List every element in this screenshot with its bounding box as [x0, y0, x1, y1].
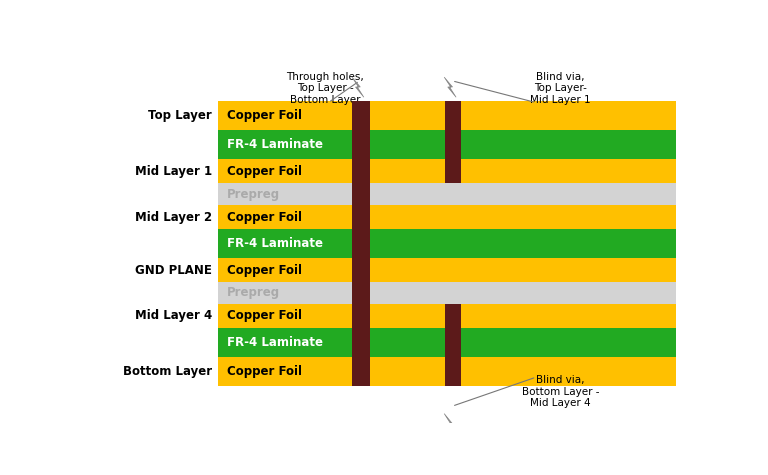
PathPatch shape — [444, 414, 456, 434]
Bar — [218, 229, 677, 258]
Text: Copper Foil: Copper Foil — [227, 264, 302, 276]
Text: Blind via,
Top Layer-
Mid Layer 1: Blind via, Top Layer- Mid Layer 1 — [530, 72, 591, 105]
PathPatch shape — [352, 77, 364, 97]
Bar — [352, 101, 370, 386]
Text: FR-4 Laminate: FR-4 Laminate — [227, 336, 323, 349]
Text: FR-4 Laminate: FR-4 Laminate — [227, 138, 323, 151]
Text: Copper Foil: Copper Foil — [227, 309, 302, 322]
Text: Copper Foil: Copper Foil — [227, 365, 302, 378]
Text: Copper Foil: Copper Foil — [227, 109, 302, 122]
Text: Bottom Layer: Bottom Layer — [123, 365, 212, 378]
Text: Top Layer: Top Layer — [148, 109, 212, 122]
Bar — [218, 160, 677, 183]
Text: Copper Foil: Copper Foil — [227, 165, 302, 178]
Bar — [218, 101, 677, 130]
PathPatch shape — [444, 77, 456, 97]
Bar — [218, 357, 677, 386]
Bar — [218, 282, 677, 304]
Bar — [445, 304, 461, 386]
Bar — [218, 130, 677, 160]
Text: Copper Foil: Copper Foil — [227, 210, 302, 224]
Text: FR-4 Laminate: FR-4 Laminate — [227, 237, 323, 250]
Text: Mid Layer 1: Mid Layer 1 — [135, 165, 212, 178]
Text: GND PLANE: GND PLANE — [135, 264, 212, 276]
Bar — [218, 304, 677, 328]
Bar — [218, 258, 677, 282]
Text: Mid Layer 2: Mid Layer 2 — [135, 210, 212, 224]
Bar — [218, 205, 677, 229]
Text: Mid Layer 4: Mid Layer 4 — [135, 309, 212, 322]
Text: Prepreg: Prepreg — [227, 286, 280, 299]
Text: Blind via,
Bottom Layer -
Mid Layer 4: Blind via, Bottom Layer - Mid Layer 4 — [521, 375, 599, 408]
Bar — [218, 328, 677, 357]
Text: Through holes,
Top Layer -
Bottom Layer: Through holes, Top Layer - Bottom Layer — [286, 72, 364, 105]
Bar — [218, 183, 677, 205]
Bar — [445, 101, 461, 183]
Text: Prepreg: Prepreg — [227, 188, 280, 200]
